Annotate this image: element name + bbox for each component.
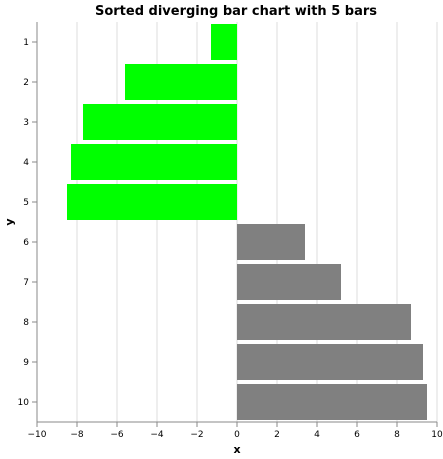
y-tick-label: 6: [23, 238, 29, 248]
bar-7: [237, 264, 341, 300]
x-tick-label: −2: [190, 430, 203, 440]
x-tick-label: −8: [70, 430, 84, 440]
x-tick-label: 10: [431, 430, 443, 440]
bar-6: [237, 224, 305, 260]
y-tick-label: 4: [23, 158, 29, 168]
x-tick-label: −10: [28, 430, 47, 440]
x-tick-label: 6: [354, 430, 360, 440]
bar-8: [237, 304, 411, 340]
y-tick-label: 7: [23, 278, 29, 288]
chart-title: Sorted diverging bar chart with 5 bars: [95, 4, 377, 19]
x-tick-label: 8: [394, 430, 400, 440]
y-tick-label: 8: [23, 318, 29, 328]
y-tick-label: 2: [23, 78, 29, 88]
bar-3: [83, 104, 237, 140]
bars: [67, 24, 427, 420]
bar-9: [237, 344, 423, 380]
y-tick-label: 1: [23, 38, 29, 48]
y-tick-label: 3: [23, 118, 29, 128]
bar-2: [125, 64, 237, 100]
y-tick-label: 10: [18, 398, 30, 408]
bar-1: [211, 24, 237, 60]
x-axis-title: x: [233, 443, 240, 456]
bar-10: [237, 384, 427, 420]
x-tick-label: 4: [314, 430, 320, 440]
y-tick-label: 5: [23, 198, 29, 208]
bar-5: [67, 184, 237, 220]
x-tick-label: −4: [150, 430, 164, 440]
x-tick-label: −6: [110, 430, 124, 440]
y-axis-title: y: [3, 218, 16, 225]
x-tick-label: 0: [234, 430, 240, 440]
y-tick-label: 9: [23, 358, 29, 368]
x-tick-label: 2: [274, 430, 280, 440]
bar-4: [71, 144, 237, 180]
